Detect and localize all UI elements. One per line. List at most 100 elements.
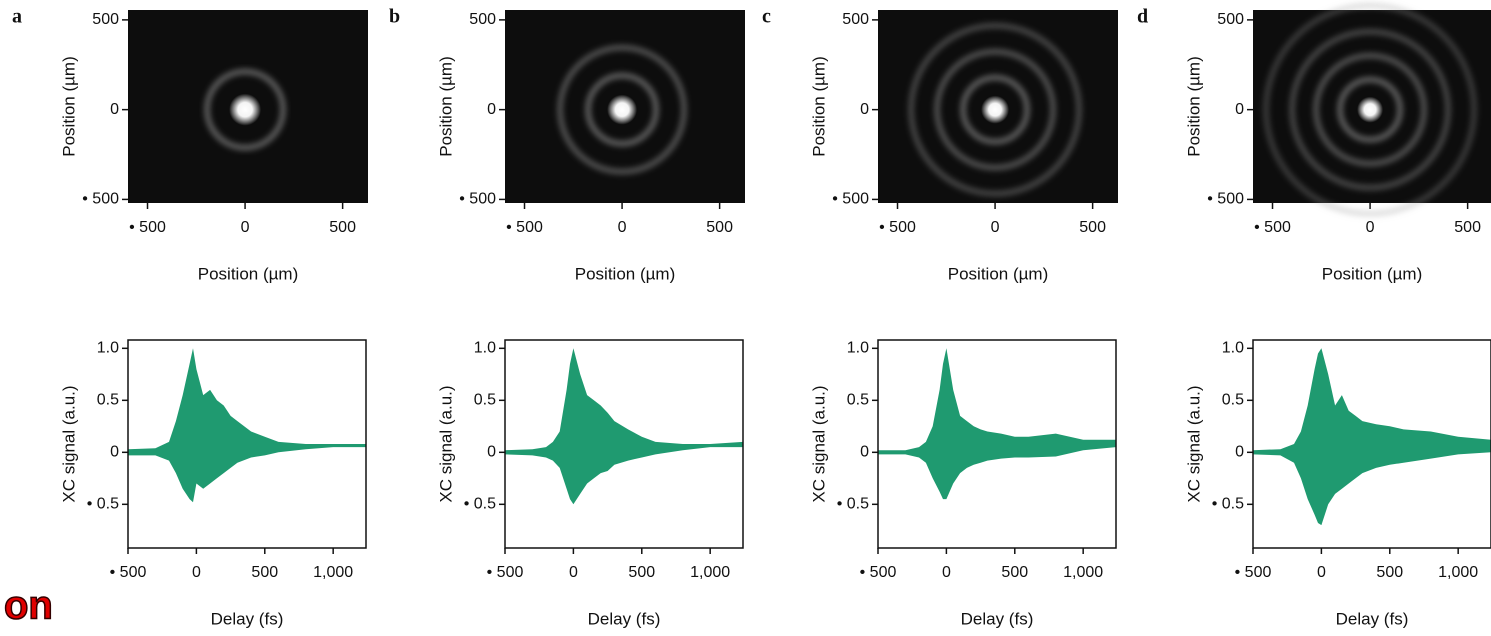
- x-axis-title: Delay (fs): [211, 609, 284, 628]
- panel-label: d: [1137, 6, 1148, 28]
- y-tick-label: 0.5: [847, 392, 869, 409]
- x-tick-label: 500: [1376, 564, 1403, 581]
- y-axis-title: Position (µm): [59, 56, 78, 156]
- beam-spot: [607, 94, 638, 125]
- y-tick-label: 500: [92, 11, 119, 28]
- ring: [908, 22, 1083, 197]
- y-tick-label: 0: [487, 444, 496, 461]
- y-tick-label: • 500: [82, 191, 119, 208]
- y-axis-title: XC signal (a.u.): [436, 385, 455, 502]
- y-tick-label: • 0.5: [464, 496, 496, 513]
- x-axis-title: Delay (fs): [588, 609, 661, 628]
- xc-signal: [1253, 348, 1491, 526]
- ring: [1337, 76, 1404, 143]
- x-tick-label: 500: [1001, 564, 1028, 581]
- x-tick-label: 1,000: [690, 564, 730, 581]
- y-tick-label: • 0.5: [1212, 496, 1244, 513]
- y-axis-title: Position (µm): [1184, 56, 1203, 156]
- y-tick-label: • 0.5: [837, 496, 869, 513]
- x-tick-label: 500: [329, 219, 356, 236]
- y-axis-title: XC signal (a.u.): [59, 385, 78, 502]
- x-axis-title: Delay (fs): [1336, 609, 1409, 628]
- x-tick-label: • 500: [1254, 219, 1291, 236]
- y-tick-label: 0: [860, 444, 869, 461]
- x-tick-label: 0: [192, 564, 201, 581]
- xc-signal: [505, 348, 743, 505]
- xc-signal: [878, 348, 1116, 500]
- x-tick-label: 500: [251, 564, 278, 581]
- y-tick-label: 500: [469, 11, 496, 28]
- plot-frame: [877, 339, 1117, 549]
- y-tick-label: • 500: [459, 191, 496, 208]
- y-axis-title: XC signal (a.u.): [1184, 385, 1203, 502]
- x-tick-label: 0: [569, 564, 578, 581]
- y-tick-label: 0.5: [1222, 392, 1244, 409]
- y-tick-label: 1.0: [847, 340, 869, 357]
- beam-rings: [204, 68, 287, 151]
- x-tick-label: • 500: [129, 219, 166, 236]
- beam-rings: [908, 22, 1083, 197]
- y-axis-title: XC signal (a.u.): [809, 385, 828, 502]
- y-tick-label: 500: [842, 11, 869, 28]
- x-tick-label: • 500: [110, 564, 147, 581]
- x-tick-label: • 500: [860, 564, 897, 581]
- x-axis-title: Position (µm): [198, 264, 298, 283]
- y-tick-label: 1.0: [1222, 340, 1244, 357]
- x-tick-label: 500: [1079, 219, 1106, 236]
- y-tick-label: 0.5: [97, 392, 119, 409]
- y-tick-label: 0: [1235, 444, 1244, 461]
- ring: [204, 68, 287, 151]
- beam-rings: [557, 44, 688, 175]
- x-tick-label: 500: [1454, 219, 1481, 236]
- panel-label: b: [389, 6, 400, 28]
- ring: [585, 72, 660, 147]
- y-tick-label: • 500: [1207, 191, 1244, 208]
- x-tick-label: • 500: [879, 219, 916, 236]
- y-axis-title: Position (µm): [809, 56, 828, 156]
- x-axis-title: Position (µm): [1322, 264, 1422, 283]
- y-tick-label: 1.0: [97, 340, 119, 357]
- ring: [1313, 52, 1428, 167]
- x-tick-label: • 500: [1235, 564, 1272, 581]
- beam-spot: [981, 95, 1010, 124]
- plot-frame: [504, 339, 744, 549]
- x-axis-title: Position (µm): [575, 264, 675, 283]
- x-tick-label: 1,000: [1063, 564, 1103, 581]
- x-tick-label: 0: [1366, 219, 1375, 236]
- y-tick-label: 0: [110, 101, 119, 118]
- panel-label: a: [12, 6, 22, 28]
- y-tick-label: • 0.5: [87, 496, 119, 513]
- y-tick-label: 0: [860, 101, 869, 118]
- x-tick-label: 1,000: [1438, 564, 1478, 581]
- x-axis-title: Position (µm): [948, 264, 1048, 283]
- panel-label: c: [762, 6, 771, 28]
- x-tick-label: • 500: [506, 219, 543, 236]
- y-tick-label: 500: [1217, 11, 1244, 28]
- x-tick-label: 0: [618, 219, 627, 236]
- plot-frame: [1252, 339, 1491, 549]
- ring: [557, 44, 688, 175]
- beam-rings: [1263, 2, 1478, 217]
- y-axis-title: Position (µm): [436, 56, 455, 156]
- x-tick-label: 0: [241, 219, 250, 236]
- xc-signal: [128, 348, 366, 503]
- y-tick-label: 0.5: [474, 392, 496, 409]
- overlay-text: on: [4, 584, 53, 628]
- y-tick-label: 0: [487, 101, 496, 118]
- x-tick-label: 1,000: [313, 564, 353, 581]
- x-tick-label: • 500: [487, 564, 524, 581]
- ring: [960, 74, 1031, 145]
- x-axis-title: Delay (fs): [961, 609, 1034, 628]
- beam-spot: [229, 93, 262, 126]
- x-tick-label: 0: [942, 564, 951, 581]
- y-tick-label: 0: [1235, 101, 1244, 118]
- plot-frame: [127, 339, 367, 549]
- beam-spot: [1357, 96, 1384, 123]
- y-tick-label: 0: [110, 444, 119, 461]
- x-tick-label: 500: [706, 219, 733, 236]
- y-tick-label: 1.0: [474, 340, 496, 357]
- x-tick-label: 0: [991, 219, 1000, 236]
- x-tick-label: 0: [1317, 564, 1326, 581]
- x-tick-label: 500: [628, 564, 655, 581]
